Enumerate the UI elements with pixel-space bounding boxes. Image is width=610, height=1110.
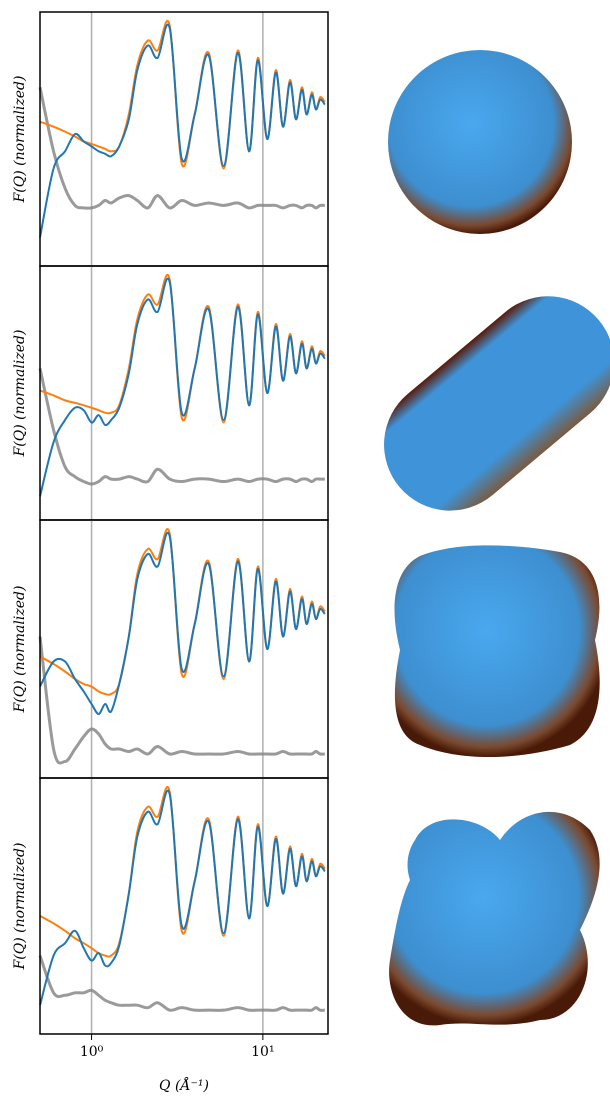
data-line [38, 955, 325, 1012]
data-line [38, 636, 325, 765]
data-line [39, 789, 326, 1006]
sphere-render [388, 50, 572, 234]
data-line [39, 274, 326, 424]
cube-render [394, 545, 600, 758]
panel-frame [39, 777, 329, 1035]
y-axis-label: F(Q) (normalized) [12, 843, 28, 971]
x-tick-label: 10¹ [251, 1044, 274, 1060]
data-line [38, 368, 325, 486]
x-tick-label: 10⁰ [80, 1044, 104, 1060]
data-line [38, 87, 325, 210]
y-axis-label: F(Q) (normalized) [12, 330, 28, 458]
capsule-render [384, 296, 610, 511]
data-line [39, 20, 326, 170]
y-axis-label: F(Q) (normalized) [12, 586, 28, 714]
data-line [39, 531, 326, 716]
data-line [39, 23, 326, 238]
data-line [39, 277, 326, 497]
x-axis-label: Q (Å⁻¹) [159, 1076, 209, 1094]
blob-render [389, 811, 600, 1026]
panel-frame [39, 11, 329, 267]
y-axis-label: F(Q) (normalized) [12, 76, 28, 204]
data-line [39, 786, 326, 958]
shape-renders [384, 50, 610, 1026]
